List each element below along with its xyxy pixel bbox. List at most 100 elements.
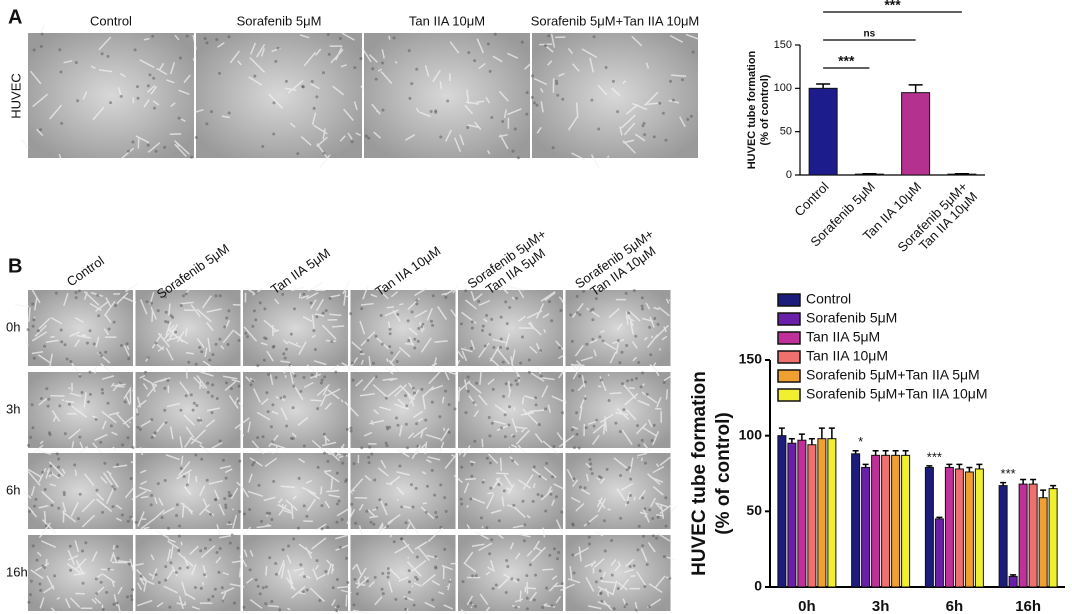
cell [668,576,672,580]
cell [297,476,301,480]
cell [490,538,494,542]
cell [131,446,135,450]
error-bar [882,450,889,456]
cell [504,591,508,595]
cell [74,60,78,64]
micrograph [15,283,138,378]
cell [292,537,296,541]
cell [499,345,503,349]
cell [203,573,207,577]
cell [229,387,233,391]
error-bar [862,463,869,468]
cell [193,585,197,589]
cell [394,416,398,420]
cell [292,307,296,311]
cell [302,292,306,296]
cell [251,379,255,383]
bar [901,92,931,176]
cell [371,67,375,71]
significance-label: *** [927,449,942,464]
cell [434,555,438,559]
error-bar [966,466,973,472]
cell [287,544,291,548]
cell [256,584,260,588]
cell [156,309,160,313]
cell [353,577,357,581]
cell [166,320,170,324]
cell [331,586,335,590]
legend-label: Sorafenib 5μM+Tan IIA 5μM [806,367,980,383]
cell [263,307,267,311]
cell [583,380,587,384]
cell [641,544,645,548]
cell [413,337,417,341]
micrograph [560,531,676,614]
cell [480,328,484,332]
cell [114,304,118,308]
cell [374,334,378,338]
cell [344,478,348,482]
cell [590,472,594,476]
cell [443,496,447,500]
micrograph [456,366,568,459]
cell [641,371,645,375]
bar [954,468,964,588]
cell [575,310,579,314]
bar [817,438,827,588]
cell [550,319,554,323]
cell [578,374,582,378]
micrograph-bg [350,290,456,366]
cell [187,360,191,364]
cell [689,114,693,118]
cell [53,574,57,578]
cell [415,422,419,426]
cell [372,361,376,365]
cell [129,594,133,598]
cell [178,524,182,528]
cell [380,587,384,591]
cell [616,339,620,343]
cell [522,539,526,543]
cell [556,557,560,561]
cell [560,582,564,586]
cell [272,101,276,105]
cell [429,110,433,114]
panel-label: A [8,6,22,28]
cell [205,41,209,45]
cell [32,356,36,360]
cell [360,446,364,450]
cell [310,373,314,377]
cell [126,149,130,153]
cell [525,574,529,578]
cell [57,457,61,461]
cell [512,434,516,438]
micrograph-texture [243,280,357,379]
cell [310,80,314,84]
cell [644,461,648,465]
cell [405,446,409,450]
cell [271,403,275,407]
cell [139,574,143,578]
cell [525,596,529,600]
cell [471,574,475,578]
cell [649,353,653,357]
cell [221,458,225,462]
cell [223,497,227,501]
cell [459,322,463,326]
cell [470,474,474,478]
cell [586,521,590,525]
cell [405,404,409,408]
y-tick-label: 100 [739,426,763,442]
cell [284,347,288,351]
cell [686,117,690,121]
cell [641,534,645,538]
micrograph-texture [122,289,250,367]
cell [169,314,173,318]
cell [502,489,506,493]
cell [210,110,214,114]
cell [434,510,438,514]
cell [166,526,170,530]
cell [534,573,538,577]
micrograph [455,284,574,372]
cell [242,605,246,609]
